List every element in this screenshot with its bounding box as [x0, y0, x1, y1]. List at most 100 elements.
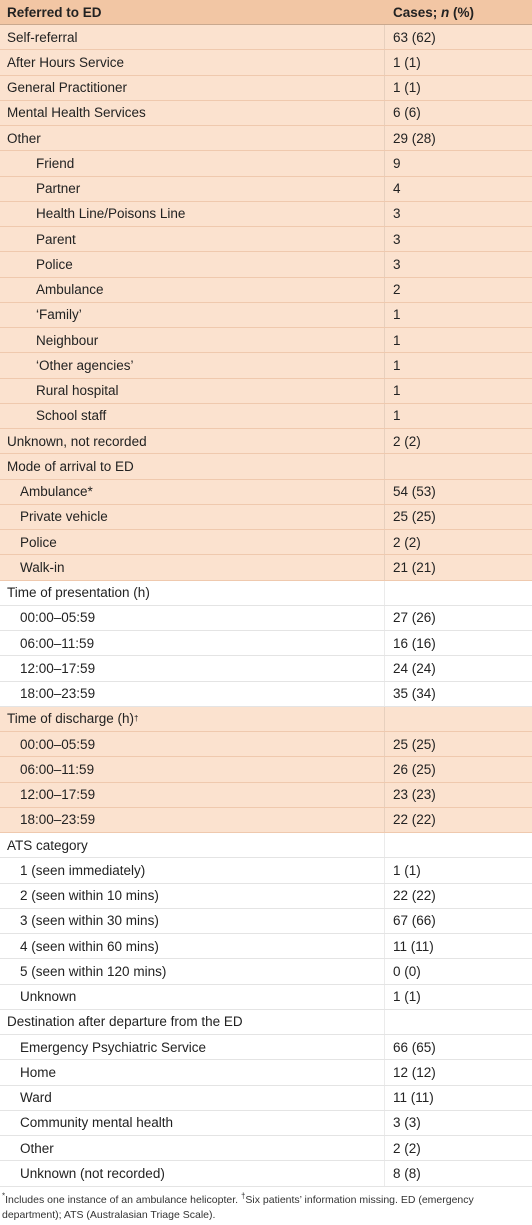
- row-value: 25 (25): [393, 736, 436, 752]
- row-value: 26 (25): [393, 761, 436, 777]
- row-label-text: Neighbour: [36, 332, 99, 348]
- row-label: Partner: [0, 176, 385, 201]
- row-label: Home: [0, 1060, 385, 1085]
- row-label: Friend: [0, 151, 385, 176]
- row-label: 12:00–17:59: [0, 656, 385, 681]
- row-value: 1: [393, 383, 401, 399]
- row-value: 25 (25): [393, 509, 436, 525]
- row-label: ‘Family’: [0, 302, 385, 327]
- table-row: Police 2 (2): [0, 530, 532, 556]
- row-label: Self-referral: [0, 25, 385, 50]
- row-label: Private vehicle: [0, 504, 385, 529]
- table-row: 3 (seen within 30 mins) 67 (66): [0, 908, 532, 934]
- row-value: 3: [393, 256, 401, 272]
- row-label-text: Home: [20, 1064, 57, 1080]
- row-label: Ambulance: [0, 277, 385, 302]
- row-value: 1 (1): [393, 989, 421, 1005]
- row-value: 29 (28): [393, 130, 436, 146]
- row-label: 00:00–05:59: [0, 605, 385, 630]
- row-label-text: Ambulance: [36, 282, 104, 298]
- row-value: 1: [393, 408, 401, 424]
- table-row: Mode of arrival to ED: [0, 454, 532, 480]
- header-cases-n: n: [441, 4, 450, 20]
- table-footnote: *Includes one instance of an ambulance h…: [0, 1187, 532, 1223]
- row-label-text: Partner: [36, 181, 81, 197]
- row-label: 06:00–11:59: [0, 757, 385, 782]
- table-row: Ambulance* 54 (53): [0, 479, 532, 505]
- table-row: Friend 9: [0, 151, 532, 177]
- header-cases-prefix: Cases;: [393, 4, 442, 20]
- row-value: 3: [393, 231, 401, 247]
- table-row: 06:00–11:59 26 (25): [0, 757, 532, 783]
- row-label: Ambulance*: [0, 479, 385, 504]
- row-label-text: Police: [20, 534, 57, 550]
- row-label: 3 (seen within 30 mins): [0, 908, 385, 933]
- table-row: Time of presentation (h): [0, 580, 532, 606]
- row-value: 0 (0): [393, 963, 421, 979]
- row-label: Emergency Psychiatric Service: [0, 1035, 385, 1060]
- row-value: 1: [393, 307, 401, 323]
- row-label-text: 3 (seen within 30 mins): [20, 913, 159, 929]
- table-row: Self-referral 63 (62): [0, 25, 532, 51]
- row-label: 5 (seen within 120 mins): [0, 959, 385, 984]
- row-label-text: Parent: [36, 231, 76, 247]
- row-label: Destination after departure from the ED: [0, 1009, 385, 1034]
- row-label-text: Other: [20, 1140, 54, 1156]
- row-value: 1 (1): [393, 80, 421, 96]
- row-value: 2 (2): [393, 433, 421, 449]
- row-value: 22 (22): [393, 812, 436, 828]
- row-label: Walk-in: [0, 555, 385, 580]
- row-label: Unknown (not recorded): [0, 1161, 385, 1186]
- row-label-text: ATS category: [7, 837, 88, 853]
- table-row: Time of discharge (h) †: [0, 706, 532, 732]
- table-row: Unknown 1 (1): [0, 984, 532, 1010]
- data-table: Referred to ED Cases; n (%) Self-referra…: [0, 0, 532, 1187]
- table-row: 18:00–23:59 35 (34): [0, 681, 532, 707]
- table-row: 4 (seen within 60 mins) 11 (11): [0, 934, 532, 960]
- row-label: 4 (seen within 60 mins): [0, 934, 385, 959]
- row-label-text: 4 (seen within 60 mins): [20, 938, 159, 954]
- row-label: Neighbour: [0, 328, 385, 353]
- row-label: School staff: [0, 403, 385, 428]
- row-label: Mental Health Services: [0, 100, 385, 125]
- row-label-text: Mental Health Services: [7, 105, 146, 121]
- row-label: Police: [0, 530, 385, 555]
- row-label-text: Police: [36, 256, 73, 272]
- row-label: ‘Other agencies’: [0, 353, 385, 378]
- row-label: Health Line/Poisons Line: [0, 201, 385, 226]
- row-label-text: ‘Family’: [36, 307, 82, 323]
- row-value: 66 (65): [393, 1039, 436, 1055]
- row-value: 9: [393, 155, 401, 171]
- row-label-text: 2 (seen within 10 mins): [20, 888, 159, 904]
- table-row: 12:00–17:59 23 (23): [0, 782, 532, 808]
- row-label-text: Other: [7, 130, 41, 146]
- table-row: Mental Health Services 6 (6): [0, 100, 532, 126]
- row-label-text: General Practitioner: [7, 80, 128, 96]
- table-row: 1 (seen immediately) 1 (1): [0, 858, 532, 884]
- table-row: 06:00–11:59 16 (16): [0, 631, 532, 657]
- row-label-text: Private vehicle: [20, 509, 108, 525]
- row-label: Rural hospital: [0, 378, 385, 403]
- row-value: 8 (8): [393, 1165, 421, 1181]
- row-value: 24 (24): [393, 660, 436, 676]
- row-label: 18:00–23:59: [0, 807, 385, 832]
- table-row: 00:00–05:59 27 (26): [0, 605, 532, 631]
- row-label-text: Ward: [20, 1090, 52, 1106]
- row-value: 1 (1): [393, 54, 421, 70]
- row-label-text: Destination after departure from the ED: [7, 1014, 243, 1030]
- row-label-text: Health Line/Poisons Line: [36, 206, 186, 222]
- row-value: 1: [393, 357, 401, 373]
- row-label: 18:00–23:59: [0, 681, 385, 706]
- header-cases: Cases; n (%): [385, 5, 532, 20]
- row-value: 54 (53): [393, 484, 436, 500]
- row-label-text: After Hours Service: [7, 54, 125, 70]
- row-value: 11 (11): [393, 1090, 434, 1106]
- row-label-text: 00:00–05:59: [20, 736, 96, 752]
- table-row: ATS category: [0, 833, 532, 859]
- table-row: ‘Family’ 1: [0, 302, 532, 328]
- row-label-text: Self-referral: [7, 29, 78, 45]
- row-label: General Practitioner: [0, 75, 385, 100]
- table-row: Unknown, not recorded 2 (2): [0, 429, 532, 455]
- row-label: Other: [0, 126, 385, 151]
- row-label-text: Time of discharge (h): [7, 711, 135, 727]
